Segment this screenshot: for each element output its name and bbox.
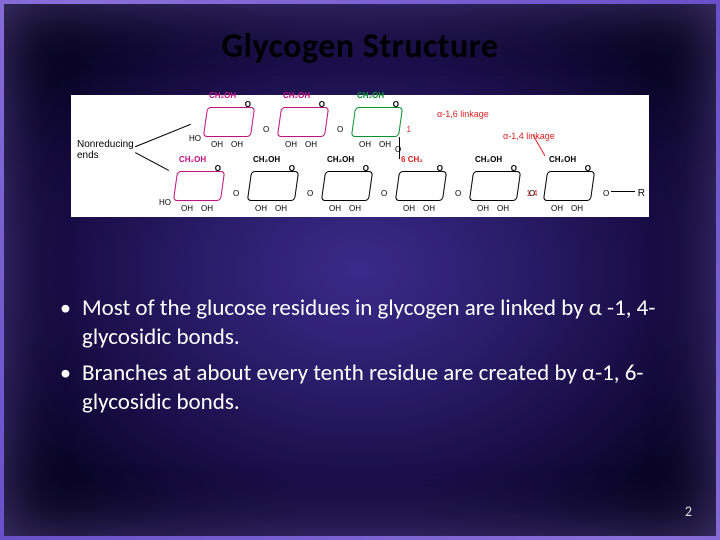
glycogen-structure-diagram: Nonreducing ends CH₂OH O HO OH OH O CH₂O… bbox=[71, 95, 649, 217]
bullet-2-text: Branches at about every tenth residue ar… bbox=[82, 359, 643, 416]
ring-o: O bbox=[289, 164, 295, 173]
glycosidic-o-16: O bbox=[395, 145, 401, 154]
ring-o: O bbox=[585, 164, 591, 173]
nonreducing-ends-label: Nonreducing ends bbox=[77, 139, 134, 161]
oh-label: OH bbox=[329, 204, 341, 213]
glucose-top-3-green: CH₂OH O OH OH 1 bbox=[349, 103, 405, 139]
oh-label: OH bbox=[379, 140, 391, 149]
slide: Glycogen Structure Nonreducing ends CH₂O… bbox=[0, 0, 720, 540]
glucose-top-1: CH₂OH O HO OH OH bbox=[201, 103, 257, 139]
oh-label: OH bbox=[423, 204, 435, 213]
glucose-bot-5: CH₂OH O OH OH 1 bbox=[467, 167, 523, 203]
r-group-label: R bbox=[638, 188, 645, 199]
oh-label: OH bbox=[571, 204, 583, 213]
ch2oh-label: CH₂OH bbox=[475, 155, 502, 164]
oh-label: OH bbox=[231, 140, 243, 149]
bullet-list: Most of the glucose residues in glycogen… bbox=[60, 294, 670, 424]
page-number: 2 bbox=[685, 503, 692, 520]
glycosidic-o: O bbox=[603, 189, 609, 198]
oh-label: OH bbox=[181, 204, 193, 213]
oh-label: OH bbox=[349, 204, 361, 213]
glycosidic-o: O bbox=[337, 125, 343, 134]
ring-o: O bbox=[319, 100, 325, 109]
ch2oh-label: CH₂OH bbox=[357, 91, 384, 100]
ring-o: O bbox=[245, 100, 251, 109]
bullet-2: Branches at about every tenth residue ar… bbox=[60, 359, 670, 418]
glycosidic-o: O bbox=[381, 189, 387, 198]
alpha-1-6-linkage-label: α-1,6 linkage bbox=[437, 109, 489, 119]
chain-continuation bbox=[611, 191, 635, 192]
oh-label: OH bbox=[211, 140, 223, 149]
ch2oh-label: CH₂OH bbox=[327, 155, 354, 164]
oh-label: OH bbox=[201, 204, 213, 213]
ho-label: HO bbox=[189, 134, 201, 143]
oh-label: OH bbox=[255, 204, 267, 213]
oh-label: OH bbox=[275, 204, 287, 213]
bullet-1: Most of the glucose residues in glycogen… bbox=[60, 294, 670, 353]
glycosidic-o: O bbox=[307, 189, 313, 198]
glycosidic-o: O bbox=[233, 189, 239, 198]
arrow-to-bottom bbox=[135, 152, 169, 171]
arrow-to-top bbox=[135, 124, 191, 147]
carbon-4-label: 4 bbox=[533, 189, 537, 198]
ch2oh-label: CH₂OH bbox=[209, 91, 236, 100]
glucose-bot-2: CH₂OH O OH OH bbox=[245, 167, 301, 203]
glucose-bot-3: CH₂OH O OH OH bbox=[319, 167, 375, 203]
glucose-bot-6: CH₂OH O 4 OH OH bbox=[541, 167, 597, 203]
ho-label: HO bbox=[159, 198, 171, 207]
glycosidic-o: O bbox=[263, 125, 269, 134]
page-title: Glycogen Structure bbox=[4, 4, 716, 67]
carbon-1-label: 1 bbox=[407, 125, 411, 134]
oh-label: OH bbox=[403, 204, 415, 213]
glycosidic-o: O bbox=[455, 189, 461, 198]
glucose-bot-1: CH₂OH O HO OH OH bbox=[171, 167, 227, 203]
ch2oh-label: CH₂OH bbox=[549, 155, 576, 164]
oh-label: OH bbox=[359, 140, 371, 149]
glucose-top-2: CH₂OH O OH OH bbox=[275, 103, 331, 139]
glucose-bot-4-branch-point: 6 CH₂ O OH OH bbox=[393, 167, 449, 203]
oh-label: OH bbox=[305, 140, 317, 149]
oh-label: OH bbox=[477, 204, 489, 213]
alpha-1-4-linkage-label: α-1,4 linkage bbox=[503, 131, 555, 141]
ring-o: O bbox=[363, 164, 369, 173]
ch2-label: 6 CH₂ bbox=[401, 155, 423, 164]
oh-label: OH bbox=[285, 140, 297, 149]
oh-label: OH bbox=[497, 204, 509, 213]
ch2oh-label: CH₂OH bbox=[283, 91, 310, 100]
ch2oh-label: CH₂OH bbox=[179, 155, 206, 164]
ring-o: O bbox=[437, 164, 443, 173]
nonreducing-text: Nonreducing ends bbox=[77, 139, 134, 161]
ring-o: O bbox=[215, 164, 221, 173]
ch2oh-label: CH₂OH bbox=[253, 155, 280, 164]
ring-o: O bbox=[393, 100, 399, 109]
oh-label: OH bbox=[551, 204, 563, 213]
bullet-1-text: Most of the glucose residues in glycogen… bbox=[82, 294, 655, 351]
ring-o: O bbox=[511, 164, 517, 173]
